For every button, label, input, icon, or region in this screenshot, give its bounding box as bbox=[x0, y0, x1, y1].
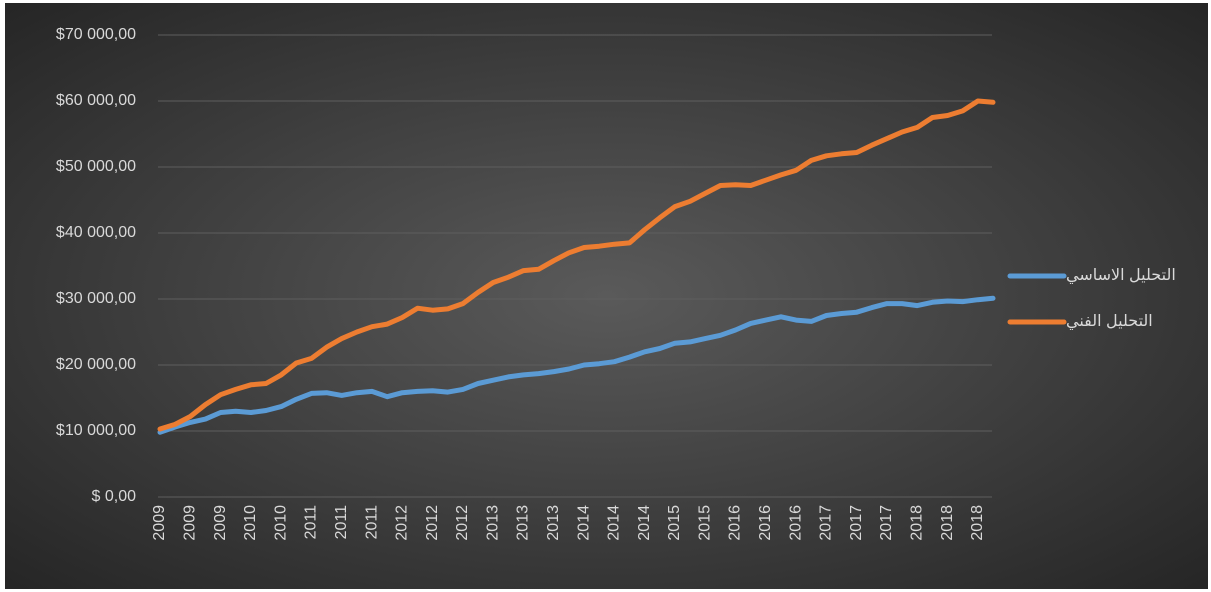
x-tick-label: 2017 bbox=[878, 505, 895, 541]
y-tick-label: $20 000,00 bbox=[56, 356, 136, 373]
x-tick-label: 2017 bbox=[848, 505, 865, 541]
x-tick-label: 2009 bbox=[212, 505, 229, 541]
x-tick-label: 2015 bbox=[696, 505, 713, 541]
y-tick-label: $10 000,00 bbox=[56, 422, 136, 439]
x-tick-label: 2017 bbox=[818, 505, 835, 541]
x-tick-label: 2016 bbox=[787, 505, 804, 541]
x-tick-label: 2010 bbox=[242, 505, 259, 541]
y-tick-label: $ 0,00 bbox=[92, 488, 137, 505]
x-tick-label: 2011 bbox=[333, 505, 350, 540]
y-tick-label: $30 000,00 bbox=[56, 290, 136, 307]
x-tick-label: 2013 bbox=[484, 505, 501, 541]
x-tick-label: 2014 bbox=[575, 505, 592, 541]
y-tick-label: $40 000,00 bbox=[56, 224, 136, 241]
y-tick-label: $70 000,00 bbox=[56, 26, 136, 43]
x-tick-label: 2011 bbox=[303, 505, 320, 540]
series-line bbox=[157, 295, 996, 435]
x-tick-label: 2015 bbox=[666, 505, 683, 541]
y-tick-label: $60 000,00 bbox=[56, 92, 136, 109]
x-tick-label: 2018 bbox=[969, 505, 986, 541]
x-tick-label: 2014 bbox=[636, 505, 653, 541]
x-tick-label: 2018 bbox=[908, 505, 925, 541]
x-tick-label: 2009 bbox=[182, 505, 199, 541]
x-tick-label: 2013 bbox=[545, 505, 562, 541]
x-tick-label: 2012 bbox=[394, 505, 411, 541]
x-tick-label: 2014 bbox=[606, 505, 623, 541]
x-tick-label: 2016 bbox=[727, 505, 744, 541]
legend-label: التحليل الاساسي bbox=[1066, 267, 1176, 285]
x-tick-label: 2012 bbox=[454, 505, 471, 541]
x-tick-label: 2013 bbox=[515, 505, 532, 541]
y-tick-label: $50 000,00 bbox=[56, 158, 136, 175]
x-tick-label: 2010 bbox=[272, 505, 289, 541]
x-tick-label: 2018 bbox=[939, 505, 956, 541]
x-tick-label: 2009 bbox=[151, 505, 168, 541]
x-tick-label: 2011 bbox=[363, 505, 380, 540]
series-line bbox=[157, 98, 996, 432]
x-tick-label: 2012 bbox=[424, 505, 441, 541]
legend-label: التحليل الفني bbox=[1066, 313, 1153, 331]
x-tick-label: 2016 bbox=[757, 505, 774, 541]
chart-background bbox=[5, 3, 1208, 589]
